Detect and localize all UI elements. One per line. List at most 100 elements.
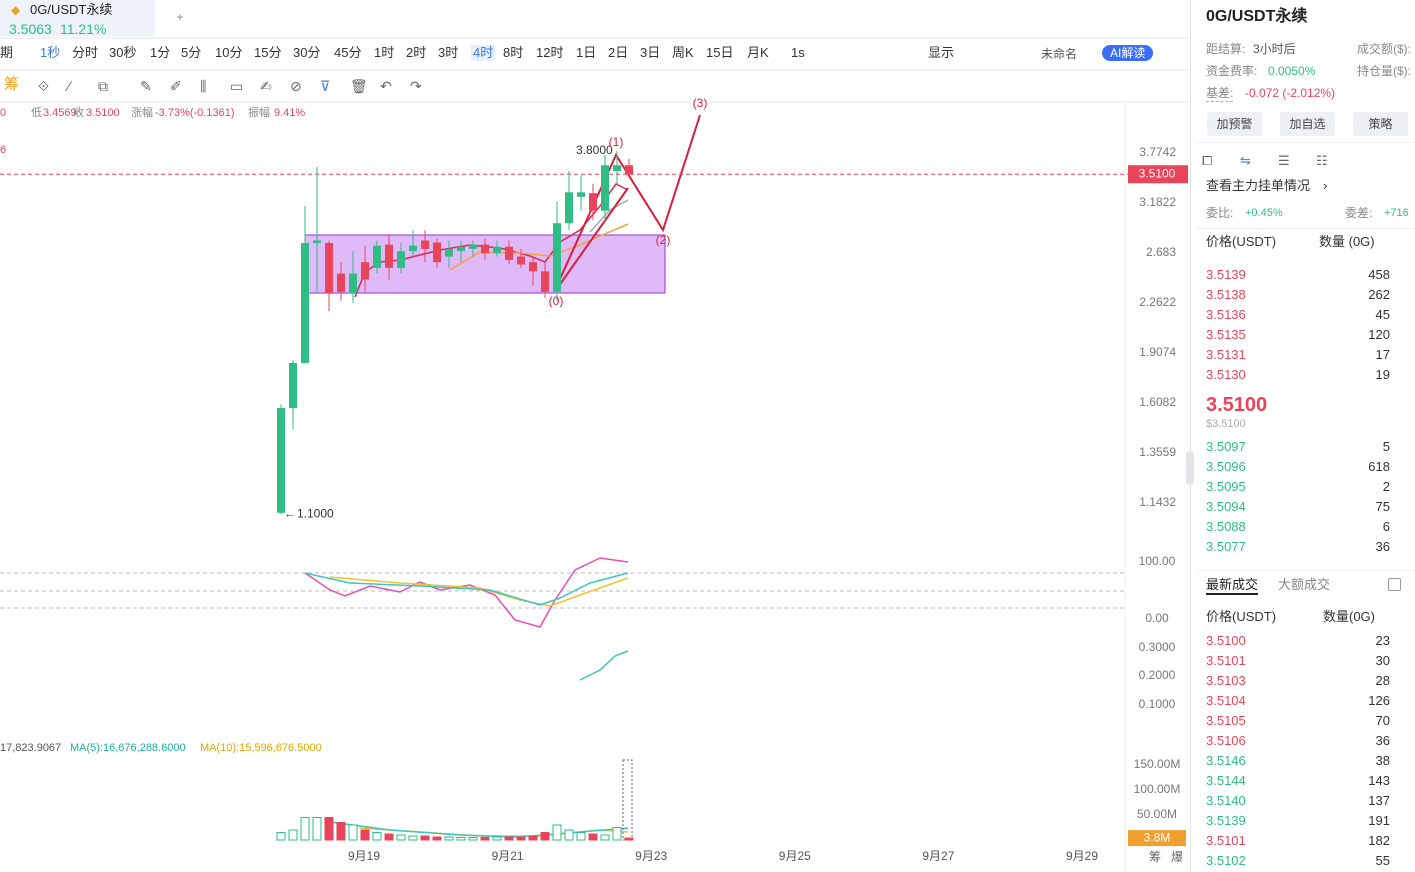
ask-qty: 19 [1375,367,1390,382]
x-tick-label: 9月29 [1066,849,1098,863]
panel-button[interactable]: 加预警 [1207,112,1262,136]
depth-icon[interactable]: ☷ [1316,153,1328,168]
timeframe[interactable]: 1时 [374,45,395,60]
timeframe[interactable]: 10分 [215,45,243,60]
panel-button[interactable]: 加自选 [1280,112,1335,136]
trade-price: 3.5104 [1206,693,1246,708]
volume-bar [492,836,502,841]
trade-qty: 191 [1368,813,1390,828]
timeframe[interactable]: 8时 [503,45,524,60]
x-tick-label: 9月19 [348,849,380,863]
volume-bar [444,836,454,841]
timeframe[interactable]: 30分 [293,45,321,60]
tool-icon[interactable]: 🗑 [350,78,368,94]
candle-body [457,246,465,252]
candle-body [337,273,345,292]
timeframe[interactable]: 1分 [150,45,171,60]
candle-body [277,408,285,513]
volume-bar [396,834,406,841]
timeframe[interactable]: 4时 [471,45,496,61]
timeframe[interactable]: 15日 [706,45,734,60]
y-tick-label: 1.6082 [1139,395,1176,409]
timeframe[interactable]: 30秒 [109,45,137,60]
volume-bar [456,837,466,841]
label: 资金费率: [1206,64,1258,78]
tool-icon[interactable]: ∕ [68,78,71,94]
timeframe[interactable]: 1秒 [40,45,61,60]
tool-icon[interactable]: ✎ [140,78,152,94]
trade-qty: 30 [1375,653,1390,668]
y-tick-label: 1.9074 [1139,345,1176,359]
volume-bar [300,817,310,841]
high-marker: 3.8000 [576,143,613,157]
trade-price: 3.5102 [1206,853,1246,868]
bid-qty: 36 [1375,539,1390,554]
candle-body [325,242,333,294]
indicator-line [579,650,629,681]
tool-icon[interactable]: ✐ [170,78,182,94]
candle-body [613,165,621,171]
tool[interactable]: 筹 [4,76,20,93]
depth-link[interactable]: 查看主力挂单情况 [1206,178,1311,193]
candle-body [493,246,501,254]
separator [1190,0,1191,872]
depth-icon[interactable]: ⇋ [1240,153,1251,168]
timeframe[interactable]: 期 [0,45,14,60]
timeframe[interactable]: 2日 [608,45,629,60]
depth-icon[interactable]: ⧠ [1202,153,1213,168]
info-item: 涨幅 [131,107,153,119]
timeframe[interactable]: 分时 [72,45,99,60]
y-tick-label: 2.683 [1146,245,1176,259]
tool-icon[interactable]: ⊽ [320,78,331,94]
fav-icon: ◆ [11,3,21,17]
depth-icon[interactable]: ☰ [1278,153,1290,168]
checkbox[interactable] [1388,578,1401,591]
volume-bar [480,837,490,841]
y-tick-label: 3.1822 [1139,195,1176,209]
tool-icon[interactable]: ⧉ [98,78,108,94]
timeframe[interactable]: 月K [747,45,769,60]
divider [1196,228,1415,229]
volume-bar [372,832,382,841]
timeframe[interactable]: 45分 [334,45,362,60]
wave-label: (0) [549,294,564,308]
volume-bar [276,832,286,841]
trade-tab[interactable]: 最新成交 [1206,577,1259,595]
x-tick-label: 9月27 [922,849,954,863]
add-tab[interactable]: + [176,10,183,24]
volume-bar [324,817,334,841]
timeframe[interactable]: 15分 [254,45,282,60]
timeframe[interactable]: 3时 [438,45,459,60]
x-tick-label: 9月25 [779,849,811,863]
trade-qty: 126 [1368,693,1390,708]
indicator2-tick: 0.2000 [1139,668,1176,682]
layout-name[interactable]: 未命名 [1041,47,1078,61]
info-item: -3.73%(-0.1361) [155,107,235,119]
ask-qty: 458 [1368,267,1390,282]
panel-button[interactable]: 策略 [1353,112,1408,136]
collapse-handle[interactable] [1186,452,1194,484]
tool-icon[interactable]: ▭ [230,78,244,94]
timeframe[interactable]: 3日 [640,45,661,60]
ai-button[interactable]: AI解读 [1102,45,1154,61]
ma-line [449,223,629,271]
trade-price: 3.5100 [1206,633,1246,648]
tool-icon[interactable]: ✍ [260,78,272,94]
timeframe[interactable]: 1s [791,45,805,60]
display-menu[interactable]: 显示 [928,45,955,60]
tool-icon[interactable]: ↷ [410,78,422,94]
timeframe[interactable]: 1日 [576,45,597,60]
tool-icon[interactable]: ⫼ [200,78,207,94]
footer-tool: 筹 [1149,850,1161,864]
trade-price: 3.5105 [1206,713,1246,728]
timeframe[interactable]: 2时 [406,45,427,60]
timeframe[interactable]: 5分 [181,45,202,60]
trade-tab[interactable]: 大额成交 [1278,577,1331,592]
tool-icon[interactable]: ⟐ [38,78,50,94]
trade-price: 3.5144 [1206,773,1246,788]
tool-icon[interactable]: ⊘ [290,78,302,94]
timeframe[interactable]: 12时 [536,45,564,60]
label: 成交额($): [1357,42,1412,56]
tool-icon[interactable]: ↶ [380,78,392,94]
timeframe[interactable]: 周K [672,45,694,60]
